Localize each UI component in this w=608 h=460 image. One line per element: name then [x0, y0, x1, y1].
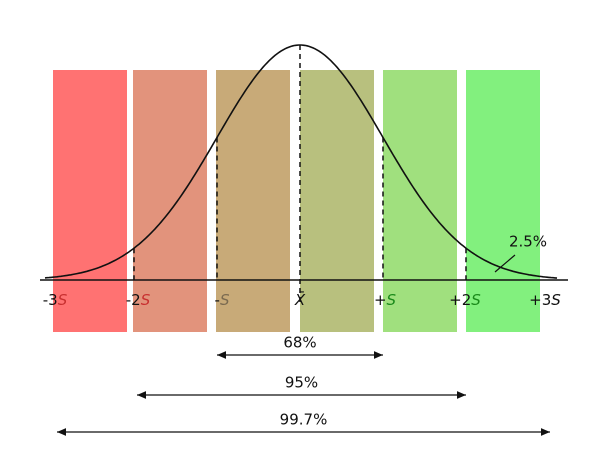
curve	[44, 44, 558, 279]
tick-symbol: S	[58, 291, 68, 309]
band	[133, 70, 207, 332]
interval-label: 95%	[285, 374, 318, 392]
tick-symbol: S	[471, 291, 481, 309]
tick-label: +S	[374, 291, 397, 309]
tick-label: -2S	[126, 291, 151, 309]
tick-prefix: +2	[449, 291, 471, 309]
sigma-lines	[133, 45, 467, 305]
tick-label: -S	[215, 291, 230, 309]
tick-prefix: +3	[529, 291, 551, 309]
tick-symbol: S	[141, 291, 151, 309]
interval-label: 68%	[283, 334, 316, 352]
tick-label: -3S	[43, 291, 68, 309]
tick-prefix: +	[374, 291, 387, 309]
annotation-pointer	[494, 254, 516, 273]
tick-symbol: S	[551, 291, 561, 309]
band	[466, 70, 540, 332]
tick-label: +3S	[529, 291, 561, 309]
tick-label: +2S	[449, 291, 481, 309]
band	[383, 70, 457, 332]
tick-symbol: X̄	[294, 290, 306, 309]
tick-symbol: S	[387, 291, 397, 309]
band	[216, 70, 290, 332]
annotation: 2.5%	[509, 233, 547, 251]
band	[300, 70, 374, 332]
tick-prefix: -2	[126, 291, 141, 309]
band	[53, 70, 127, 332]
tick-symbol: S	[220, 291, 230, 309]
interval-label: 99.7%	[280, 411, 328, 429]
tick-prefix: -	[215, 291, 220, 309]
tick-label: X̄	[294, 290, 306, 309]
tick-prefix: -3	[43, 291, 58, 309]
